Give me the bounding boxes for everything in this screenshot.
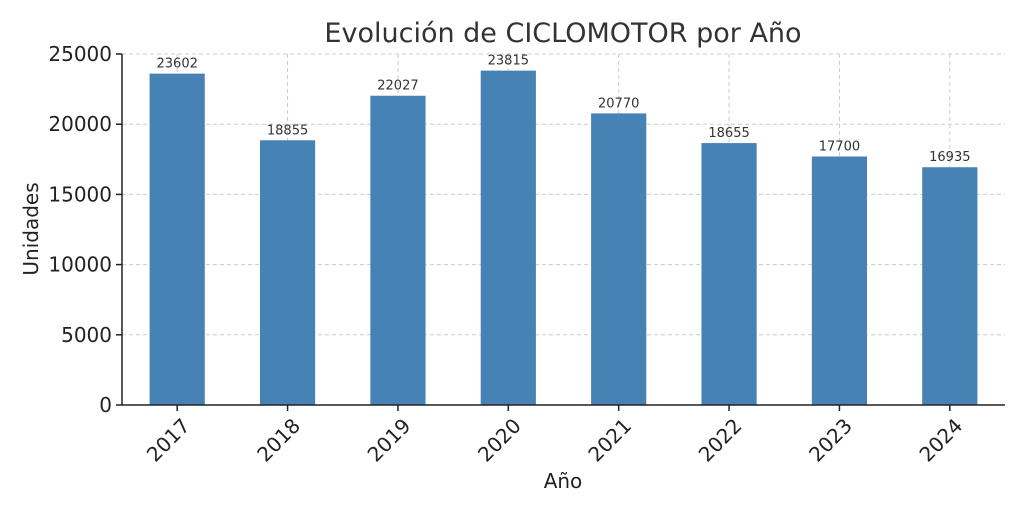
bar-2018 bbox=[259, 140, 316, 405]
data-label-2017: 23602 bbox=[157, 57, 198, 72]
y-tick-label: 5000 bbox=[61, 323, 112, 347]
data-label-2018: 18855 bbox=[267, 123, 308, 138]
x-axis-label: Año bbox=[544, 469, 583, 493]
bar-2022 bbox=[701, 143, 757, 405]
x-tick-label: 2022 bbox=[694, 414, 747, 467]
bar-2024 bbox=[922, 167, 978, 405]
x-tick-label: 2020 bbox=[473, 414, 526, 467]
bar-2019 bbox=[370, 95, 426, 406]
bar-2017 bbox=[149, 73, 205, 405]
y-tick-label: 15000 bbox=[48, 182, 112, 206]
chart-title: Evolución de CICLOMOTOR por Año bbox=[324, 18, 801, 49]
data-label-2020: 23815 bbox=[488, 54, 529, 69]
y-tick-label: 25000 bbox=[48, 42, 112, 66]
bar-2021 bbox=[591, 113, 647, 406]
x-tick-label: 2024 bbox=[914, 414, 967, 467]
y-tick-label: 10000 bbox=[48, 253, 112, 277]
x-tick-label: 2018 bbox=[252, 414, 305, 467]
data-label-2021: 20770 bbox=[598, 96, 639, 111]
data-label-2024: 16935 bbox=[929, 150, 970, 165]
y-tick-label: 20000 bbox=[48, 112, 112, 136]
x-tick-label: 2017 bbox=[142, 414, 195, 467]
x-tick-label: 2019 bbox=[363, 414, 416, 467]
data-label-2019: 22027 bbox=[377, 79, 418, 94]
data-label-2022: 18655 bbox=[708, 126, 749, 141]
y-axis-label: Unidades bbox=[19, 182, 43, 275]
bar-2020 bbox=[480, 70, 536, 406]
data-label-2023: 17700 bbox=[819, 139, 860, 154]
x-axis-ticks: 2017 2018 2019 2020 2021 2022 2023 2024 bbox=[142, 405, 967, 467]
x-tick-label: 2023 bbox=[804, 414, 857, 467]
x-tick-label: 2021 bbox=[583, 414, 636, 467]
data-labels: 23602 18855 22027 23815 20770 18655 17700 16935 bbox=[157, 54, 971, 166]
y-axis-ticks: 0 5000 10000 15000 20000 25000 bbox=[48, 42, 122, 417]
grid-lines bbox=[122, 53, 1005, 406]
bar-2023 bbox=[811, 156, 868, 405]
bars bbox=[149, 70, 978, 406]
y-tick-label: 0 bbox=[99, 393, 112, 417]
